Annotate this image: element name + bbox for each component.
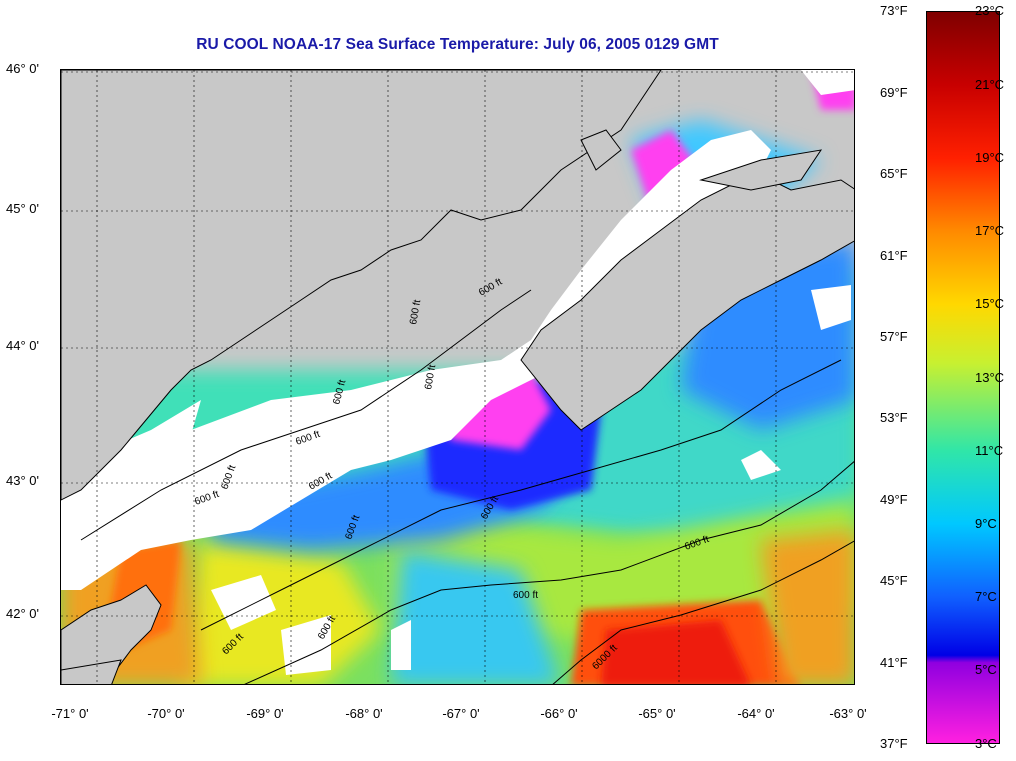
fahrenheit-tick: 57°F — [880, 329, 908, 344]
longitude-label: -67° 0' — [442, 706, 480, 721]
fahrenheit-tick: 53°F — [880, 410, 908, 425]
celsius-tick: 7°C — [975, 589, 997, 604]
celsius-tick: 9°C — [975, 516, 997, 531]
fahrenheit-tick: 49°F — [880, 492, 908, 507]
fahrenheit-tick: 45°F — [880, 573, 908, 588]
celsius-tick: 13°C — [975, 370, 1005, 385]
latitude-label: 43° 0' — [6, 473, 39, 488]
contour-label: 600 ft — [477, 276, 504, 298]
fahrenheit-tick: 69°F — [880, 85, 908, 100]
fahrenheit-tick: 41°F — [880, 655, 908, 670]
cloud-mask — [61, 70, 854, 675]
sst-map[interactable]: 600 ft 600 ft 600 ft 600 ft 600 ft 600 f… — [60, 69, 855, 685]
celsius-tick: 5°C — [975, 662, 997, 677]
latitude-label: 46° 0' — [6, 61, 39, 76]
longitude-label: -66° 0' — [540, 706, 578, 721]
longitude-label: -70° 0' — [147, 706, 185, 721]
latitude-label: 44° 0' — [6, 338, 39, 353]
map-canvas: 600 ft 600 ft 600 ft 600 ft 600 ft 600 f… — [61, 70, 854, 684]
fahrenheit-tick: 65°F — [880, 166, 908, 181]
celsius-tick: 11°C — [975, 443, 1004, 458]
celsius-tick: 21°C — [975, 77, 1005, 92]
longitude-label: -69° 0' — [246, 706, 284, 721]
longitude-label: -63° 0' — [829, 706, 867, 721]
latitude-label: 42° 0' — [6, 606, 39, 621]
contour-label: 600 ft — [513, 590, 538, 601]
fahrenheit-tick: 61°F — [880, 248, 908, 263]
celsius-tick: 17°C — [975, 223, 1005, 238]
land-masses — [61, 70, 854, 684]
celsius-tick: 15°C — [975, 296, 1005, 311]
longitude-label: -71° 0' — [51, 706, 89, 721]
contour-label: 600 ft — [408, 299, 423, 326]
fahrenheit-tick: 73°F — [880, 3, 908, 18]
latitude-label: 45° 0' — [6, 201, 39, 216]
contour-label: 600 ft — [423, 364, 438, 391]
longitude-label: -65° 0' — [638, 706, 676, 721]
celsius-tick: 3°C — [975, 736, 997, 751]
celsius-tick: 23°C — [975, 3, 1005, 18]
depth-contours — [80, 289, 854, 684]
longitude-label: -68° 0' — [345, 706, 383, 721]
temperature-colorbar — [926, 11, 1000, 744]
fahrenheit-tick: 37°F — [880, 736, 908, 751]
celsius-tick: 19°C — [975, 150, 1005, 165]
longitude-label: -64° 0' — [737, 706, 775, 721]
map-title: RU COOL NOAA-17 Sea Surface Temperature:… — [196, 36, 719, 53]
